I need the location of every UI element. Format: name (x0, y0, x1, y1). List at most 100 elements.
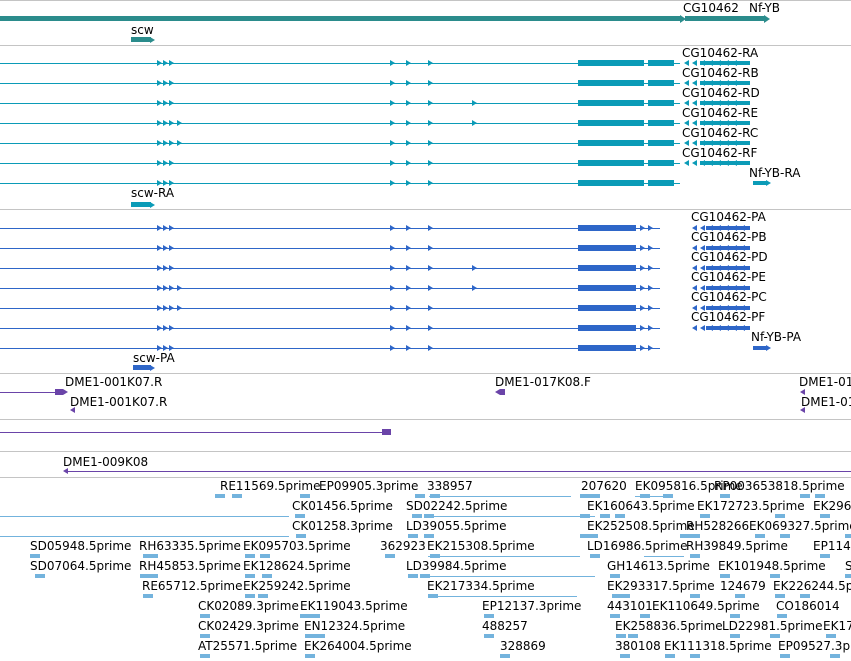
exon-block[interactable] (578, 120, 644, 126)
est-block[interactable] (665, 654, 675, 658)
gene-label[interactable]: CG10462 (683, 1, 739, 15)
est-block[interactable] (148, 554, 158, 558)
est-label[interactable]: 443101 (607, 599, 653, 613)
protein-label[interactable]: CG10462-PC (691, 290, 767, 304)
est-block[interactable] (830, 654, 840, 658)
est-block[interactable] (600, 514, 610, 518)
est-label[interactable]: EK264004.5prime (304, 639, 412, 653)
est-label[interactable]: LD39984.5prime (406, 559, 507, 573)
est-label[interactable]: CO186014 (776, 599, 840, 613)
protein-label[interactable]: CG10462-PF (691, 310, 766, 324)
est-block[interactable] (484, 614, 494, 618)
est-block[interactable] (258, 594, 268, 598)
exon-block[interactable] (700, 121, 750, 125)
exon-block[interactable] (578, 60, 644, 66)
est-block[interactable] (140, 574, 150, 578)
est-block[interactable] (780, 654, 790, 658)
exon-block[interactable] (753, 346, 767, 350)
est-block[interactable] (820, 554, 830, 558)
est-block[interactable] (588, 534, 598, 538)
est-label[interactable]: S (845, 559, 851, 573)
est-label[interactable]: LD16986.5prime (587, 539, 688, 553)
est-block[interactable] (200, 634, 210, 638)
est-block[interactable] (420, 574, 430, 578)
est-block[interactable] (777, 614, 787, 618)
exon-block[interactable] (706, 286, 750, 290)
est-block[interactable] (428, 594, 438, 598)
est-block[interactable] (800, 594, 810, 598)
exon-block[interactable] (648, 160, 674, 166)
est-label[interactable]: RH39849.5prime (686, 539, 788, 553)
est-block[interactable] (720, 494, 730, 498)
est-label[interactable]: RE65712.5prime (142, 579, 243, 593)
est-label[interactable]: EK101948.5prime (718, 559, 826, 573)
clone-label[interactable]: DME1-001K07.R (65, 375, 163, 389)
est-block[interactable] (730, 634, 740, 638)
est-label[interactable]: 124679 (720, 579, 766, 593)
est-block[interactable] (424, 514, 434, 518)
est-block[interactable] (260, 554, 270, 558)
est-label[interactable]: EK095703.5prime (243, 539, 351, 553)
est-label[interactable]: EP09905.3prime (319, 479, 419, 493)
est-block[interactable] (580, 514, 590, 518)
est-label[interactable]: SD07064.5prime (30, 559, 132, 573)
exon-block[interactable] (578, 265, 636, 271)
est-label[interactable]: EK215308.5prime (427, 539, 535, 553)
est-label[interactable]: EK095816.5prime (635, 479, 743, 493)
est-block[interactable] (735, 594, 745, 598)
est-block[interactable] (690, 654, 700, 658)
est-label[interactable]: EP12137.3prime (482, 599, 582, 613)
exon-block[interactable] (753, 181, 767, 185)
protein-label[interactable]: CG10462-PA (691, 210, 766, 224)
exon-block[interactable] (648, 120, 674, 126)
exon-block[interactable] (700, 161, 750, 165)
exon-block[interactable] (578, 180, 644, 186)
est-block[interactable] (315, 634, 325, 638)
est-label[interactable]: EK293317.5prime (607, 579, 715, 593)
est-block[interactable] (305, 654, 315, 658)
exon-block[interactable] (706, 266, 750, 270)
exon-block[interactable] (700, 101, 750, 105)
exon-block[interactable] (578, 80, 644, 86)
est-label[interactable]: 207620 (581, 479, 627, 493)
exon-block[interactable] (648, 100, 674, 106)
est-block[interactable] (845, 574, 851, 578)
exon-block[interactable] (578, 100, 644, 106)
est-label[interactable]: RH45853.5prime (139, 559, 241, 573)
est-block[interactable] (690, 554, 700, 558)
gene-block[interactable] (0, 16, 680, 21)
gene-label[interactable]: Nf-YB (749, 1, 781, 15)
exon-block[interactable] (578, 305, 636, 311)
est-block[interactable] (800, 494, 810, 498)
est-block[interactable] (232, 494, 242, 498)
est-block[interactable] (720, 574, 730, 578)
exon-block[interactable] (131, 202, 151, 207)
est-label[interactable]: EK252508.5prime (587, 519, 695, 533)
est-label[interactable]: EK258836.5prime (615, 619, 723, 633)
clone-block[interactable] (55, 389, 63, 395)
clone-block[interactable] (382, 429, 391, 435)
est-label[interactable]: EK17 (823, 619, 851, 633)
exon-block[interactable] (700, 61, 750, 65)
est-block[interactable] (680, 534, 690, 538)
est-label[interactable]: 380108 (615, 639, 661, 653)
exon-block[interactable] (700, 141, 750, 145)
est-block[interactable] (430, 554, 440, 558)
est-label[interactable]: EK296 (813, 499, 851, 513)
gene-block[interactable] (685, 16, 747, 21)
transcript-label[interactable]: CG10462-RD (682, 86, 760, 100)
exon-block[interactable] (578, 345, 636, 351)
est-label[interactable]: EK069327.5prime (749, 519, 851, 533)
protein-label[interactable]: Nf-YB-PA (751, 330, 802, 344)
clone-block[interactable] (500, 389, 505, 395)
est-label[interactable]: EK111318.5prime (664, 639, 772, 653)
est-block[interactable] (215, 494, 225, 498)
gene-label[interactable]: scw (131, 23, 154, 37)
est-label[interactable]: CK02429.3prime (198, 619, 299, 633)
clone-label[interactable]: DME1-01 (801, 395, 851, 409)
est-block[interactable] (610, 574, 620, 578)
est-block[interactable] (30, 554, 40, 558)
transcript-label[interactable]: scw-RA (131, 186, 175, 200)
est-block[interactable] (616, 634, 626, 638)
est-label[interactable]: AT25571.5prime (198, 639, 298, 653)
